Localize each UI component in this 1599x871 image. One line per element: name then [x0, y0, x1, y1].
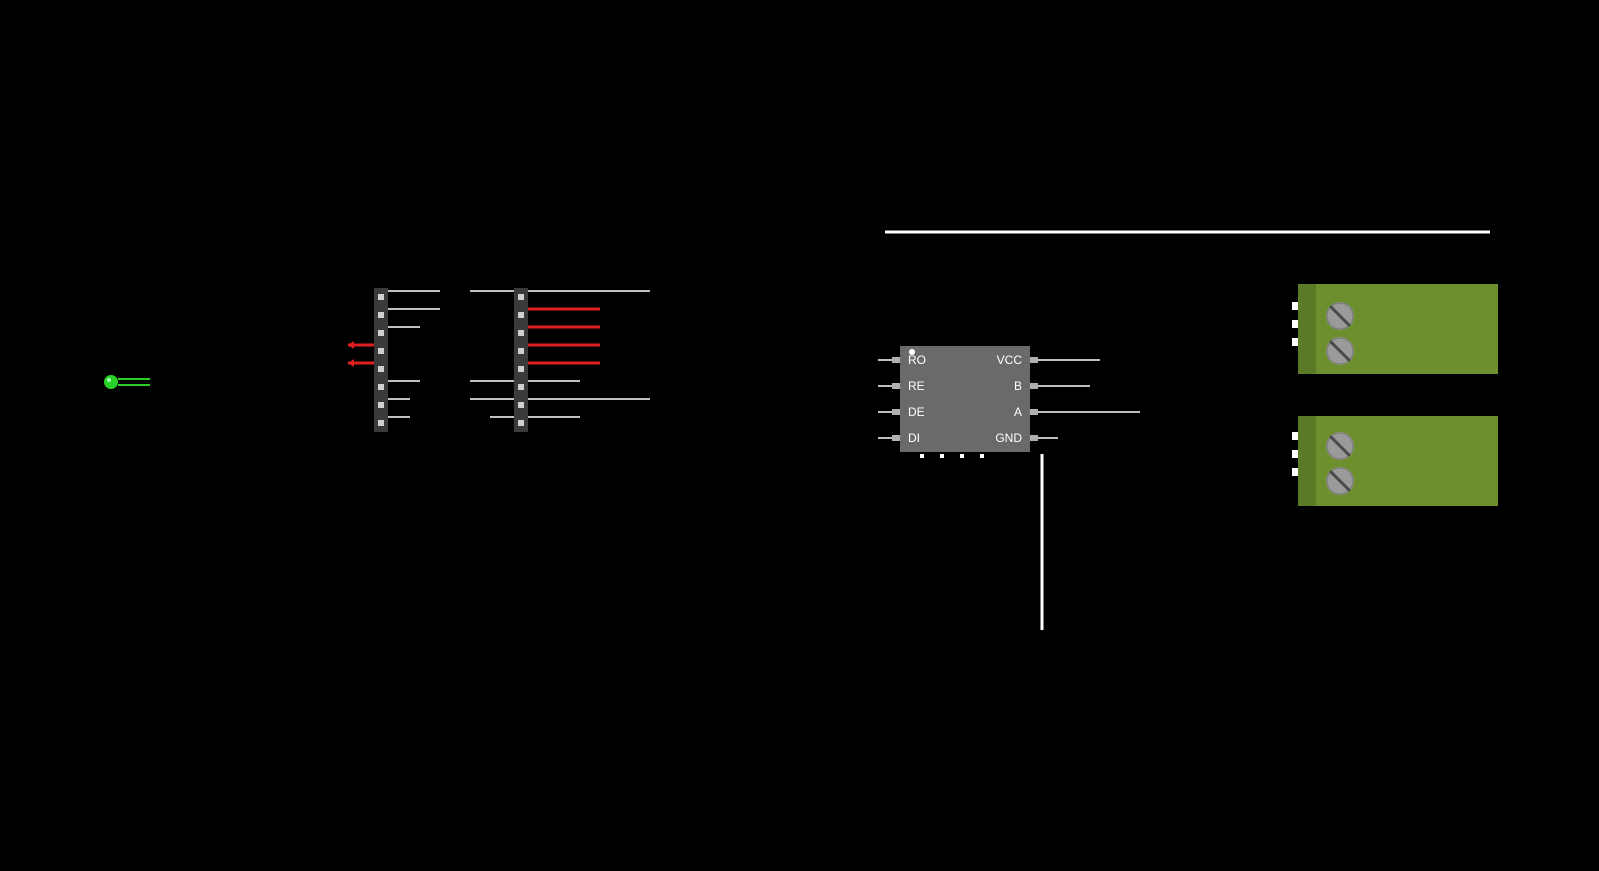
terminal-block-top [1292, 284, 1498, 374]
ic-bottom-mark-2 [960, 454, 964, 458]
led-indicator [104, 375, 118, 389]
ic-transceiver: RO RE DE DI VCC BA GND [892, 346, 1038, 452]
pin-header-right [514, 288, 528, 432]
ic-pin-label-left-2: DE [908, 405, 925, 419]
terminal-block-top-tab-1 [1292, 320, 1298, 328]
pin-header-left [374, 288, 388, 432]
ic-pin-label-left-3: DI [908, 431, 920, 445]
ic-pin-label-right-0: VCC [997, 353, 1023, 367]
terminal-block-bottom-tab-1 [1292, 450, 1298, 458]
ic-bottom-mark-1 [940, 454, 944, 458]
ic-pin-label-left-0: RO [908, 353, 926, 367]
ic-pin-label-right-2: A [1014, 405, 1022, 419]
ic-bottom-mark-3 [980, 454, 984, 458]
ic-pin-label-right-3: GND [995, 431, 1022, 445]
ic-bottom-mark-0 [920, 454, 924, 458]
terminal-block-top-tab-0 [1292, 302, 1298, 310]
terminal-block-bottom [1292, 416, 1498, 506]
ic-pin-label-left-1: RE [908, 379, 925, 393]
circuit-diagram: RO RE DE DI VCC BA GND [0, 0, 1599, 871]
terminal-block-bottom-tab-0 [1292, 432, 1298, 440]
ic-pin-label-right-1: B [1014, 379, 1022, 393]
